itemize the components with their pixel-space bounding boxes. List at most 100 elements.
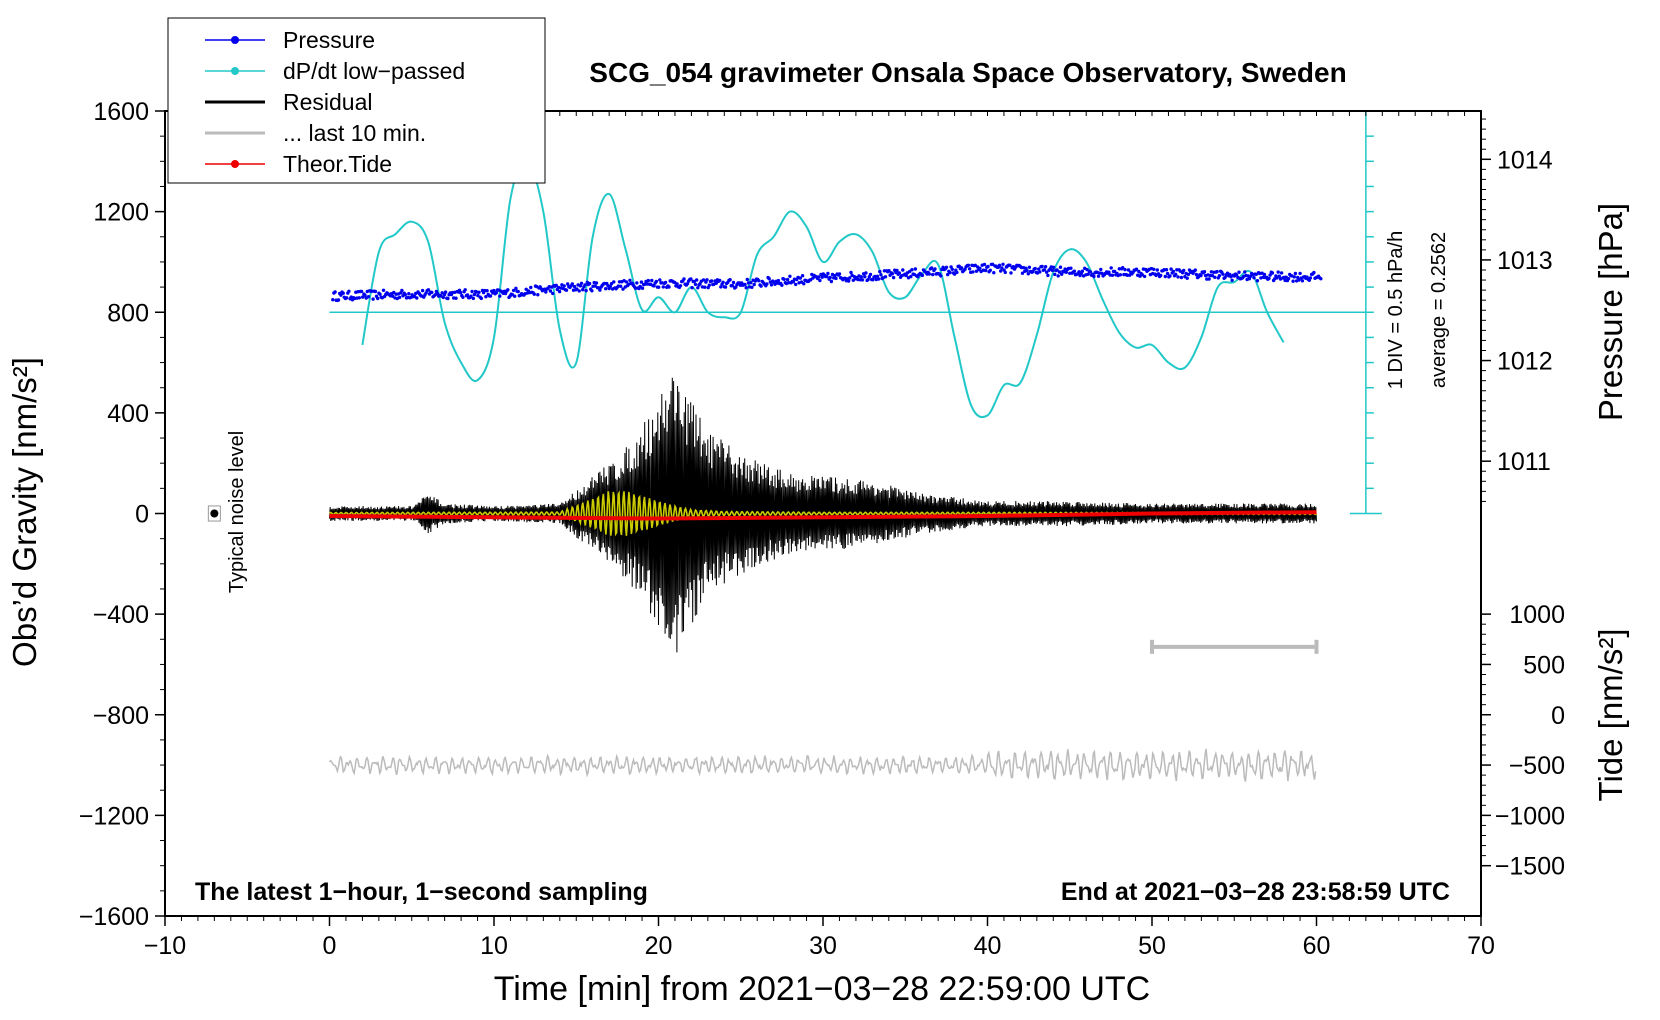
pressure-point — [750, 285, 754, 289]
pressure-point — [1237, 270, 1241, 274]
pressure-point — [847, 279, 851, 283]
pressure-point — [570, 282, 574, 286]
pressure-point — [492, 288, 496, 293]
pressure-point — [612, 280, 616, 284]
x-tick-label: 10 — [480, 932, 508, 960]
legend-item: Residual — [205, 89, 373, 115]
pressure-point — [682, 277, 686, 281]
pressure-point — [1051, 265, 1056, 269]
pressure-point — [621, 287, 625, 291]
pressure-point — [1163, 274, 1168, 279]
pressure-point — [587, 281, 592, 286]
pressure-point — [866, 277, 870, 282]
pressure-point — [1319, 277, 1323, 281]
pressure-point — [1000, 266, 1004, 270]
annotation-bottom-right: End at 2021−03−28 23:58:59 UTC — [1061, 878, 1450, 906]
pressure-point — [1230, 278, 1234, 282]
noise-level-bar — [207, 505, 221, 522]
y-axis-label-tide: Tide [nm/s²] — [1592, 629, 1629, 802]
pressure-point — [357, 296, 361, 300]
pressure-point — [465, 293, 470, 297]
pressure-point — [1033, 266, 1037, 271]
pressure-point — [578, 284, 583, 288]
pressure-point — [1113, 269, 1117, 274]
pressure-point — [1086, 272, 1090, 276]
y-axis-label-pressure: Pressure [hPa] — [1592, 203, 1629, 421]
pressure-point — [859, 275, 863, 279]
x-tick-label: 60 — [1303, 932, 1331, 960]
pressure-point — [376, 296, 380, 301]
pressure-point — [895, 268, 899, 273]
pressure-point — [1168, 274, 1172, 278]
pressure-point — [1072, 269, 1077, 273]
pressure-point — [1003, 270, 1007, 275]
pressure-point — [685, 282, 690, 286]
pressure-point — [650, 278, 654, 283]
pressure-point — [927, 272, 931, 276]
pressure-point — [785, 277, 790, 282]
pressure-point — [1176, 275, 1180, 279]
pressure-point — [1215, 269, 1219, 274]
pressure-point — [635, 281, 639, 285]
pressure-point — [1080, 269, 1085, 273]
pressure-point — [959, 266, 964, 270]
pressure-point — [1134, 267, 1139, 271]
pressure-point — [1109, 266, 1113, 270]
pressure-point — [420, 288, 425, 293]
pressure-point — [897, 271, 901, 275]
pressure-point — [640, 286, 645, 290]
pressure-point — [782, 277, 786, 281]
tide-tick-label: 1000 — [1509, 601, 1565, 629]
pressure-point — [997, 263, 1002, 267]
residual-series-line — [329, 377, 1317, 653]
pressure-scale-label: 1 DIV = 0.5 hPa/h — [1385, 231, 1407, 389]
pressure-point — [1286, 277, 1291, 281]
pressure-point — [663, 280, 668, 285]
pressure-point — [1217, 274, 1222, 278]
pressure-point — [1043, 265, 1048, 269]
pressure-point — [721, 280, 725, 284]
pressure-point — [1276, 270, 1280, 274]
pressure-point — [829, 279, 834, 284]
pressure-point — [901, 268, 905, 272]
pressure-point — [860, 278, 865, 282]
pressure-point — [1142, 274, 1147, 279]
pressure-point — [820, 275, 824, 279]
pressure-point — [1026, 272, 1031, 276]
pressure-point — [705, 278, 709, 282]
pressure-point — [871, 278, 875, 282]
pressure-point — [1088, 270, 1093, 274]
pressure-point — [950, 267, 954, 271]
pressure-point — [562, 284, 566, 288]
pressure-point — [361, 295, 365, 299]
pressure-point — [548, 289, 553, 293]
pressure-point — [1056, 274, 1060, 278]
pressure-point — [1137, 269, 1141, 274]
pressure-point — [1159, 273, 1163, 278]
pressure-point — [397, 295, 402, 300]
pressure-point — [604, 287, 608, 291]
pressure-point — [1126, 268, 1131, 272]
pressure-point — [516, 289, 520, 294]
last-10-min-series-line — [328, 748, 1317, 782]
pressure-point — [652, 284, 656, 288]
pressure-point — [1040, 264, 1044, 269]
pressure-point — [1064, 270, 1069, 274]
pressure-point — [661, 285, 665, 289]
legend-item-label: Theor.Tide — [283, 151, 392, 177]
pressure-point — [848, 276, 852, 280]
legend-item-swatch-dot — [231, 36, 239, 44]
pressure-point — [1193, 268, 1198, 272]
pressure-point — [1058, 265, 1063, 269]
pressure-point — [1267, 276, 1271, 281]
pressure-point — [988, 268, 992, 272]
pressure-point — [743, 282, 747, 287]
pressure-point — [554, 283, 558, 287]
legend-item-swatch-dot — [231, 67, 239, 75]
pressure-point — [875, 274, 880, 278]
pressure-point — [598, 288, 602, 292]
pressure-point — [876, 277, 881, 281]
pressure-point — [628, 278, 632, 282]
pressure-point — [904, 273, 908, 278]
